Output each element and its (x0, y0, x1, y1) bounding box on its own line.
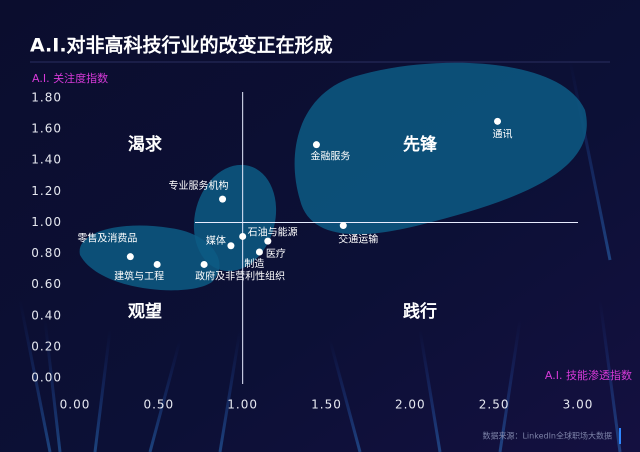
data-point (239, 232, 247, 240)
data-point (494, 117, 502, 125)
cluster-blob (193, 164, 277, 272)
data-point (219, 195, 227, 203)
y-tick-label: 0.20 (31, 339, 62, 353)
y-tick-label: 0.60 (31, 277, 62, 291)
data-point (200, 260, 208, 268)
point-label: 零售及消费品 (77, 232, 137, 245)
data-point (255, 248, 263, 256)
x-tick-label: 1.00 (227, 398, 258, 412)
data-point (153, 260, 161, 268)
y-tick-label: 1.60 (31, 122, 62, 136)
cluster-blob (294, 62, 587, 235)
x-tick-label: 2.00 (395, 398, 426, 412)
y-tick-label: 1.40 (31, 153, 62, 167)
quadrant-label: 践行 (403, 301, 437, 322)
y-tick-label: 1.20 (31, 184, 62, 198)
y-tick-label: 0.80 (31, 246, 62, 260)
cluster-blob (79, 225, 220, 291)
data-point (339, 222, 347, 230)
point-label: 专业服务机构 (169, 179, 229, 192)
y-tick-label: 0.00 (31, 371, 62, 385)
data-point (126, 253, 134, 261)
point-label: 建筑与工程 (114, 269, 164, 282)
x-tick-label: 0.50 (143, 398, 174, 412)
background-streaks (18, 59, 622, 452)
data-point (264, 237, 272, 245)
data-point (312, 141, 320, 149)
point-label: 政府及非营利性组织 (195, 269, 285, 282)
quadrant-label: 观望 (127, 301, 162, 322)
quadrant-label: 渴求 (128, 134, 162, 155)
chart-title: A.I.对非高科技行业的改变正在形成 (30, 34, 333, 57)
y-tick-label: 1.00 (31, 215, 62, 229)
x-tick-label: 2.50 (479, 398, 510, 412)
quadrant-label: 先锋 (403, 134, 438, 155)
point-label: 交通运输 (338, 233, 378, 246)
source-note: 数据来源：LinkedIn全球职场大数据 (482, 431, 612, 441)
x-tick-label: 0.00 (60, 398, 91, 412)
y-axis-label: A.I. 关注度指数 (32, 71, 108, 85)
y-tick-label: 0.40 (31, 308, 62, 322)
point-label: 石油与能源 (248, 225, 298, 238)
x-tick-label: 1.50 (311, 398, 342, 412)
x-axis-label: A.I. 技能渗透指数 (545, 368, 632, 382)
point-label: 通讯 (493, 128, 513, 140)
point-label: 医疗 (266, 247, 286, 260)
y-tick-label: 1.80 (31, 91, 62, 105)
data-point (227, 242, 235, 250)
x-tick-label: 3.00 (563, 398, 594, 412)
point-label: 金融服务 (310, 150, 350, 163)
point-label: 媒体 (206, 235, 226, 247)
point-label: 制造 (244, 257, 264, 270)
